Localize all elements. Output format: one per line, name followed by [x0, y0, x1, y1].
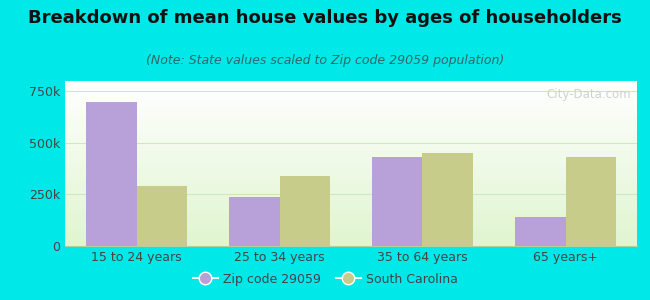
Bar — [372, 157, 423, 246]
Text: (Note: State values scaled to Zip code 29059 population): (Note: State values scaled to Zip code 2… — [146, 54, 504, 67]
Bar — [86, 102, 136, 246]
Bar — [280, 176, 330, 246]
Bar — [566, 157, 616, 246]
Bar — [422, 153, 473, 246]
Text: City-Data.com: City-Data.com — [547, 88, 631, 100]
Bar — [229, 196, 280, 246]
Legend: Zip code 29059, South Carolina: Zip code 29059, South Carolina — [188, 268, 462, 291]
Bar — [136, 186, 187, 246]
Text: Breakdown of mean house values by ages of householders: Breakdown of mean house values by ages o… — [28, 9, 622, 27]
Bar — [515, 217, 566, 246]
